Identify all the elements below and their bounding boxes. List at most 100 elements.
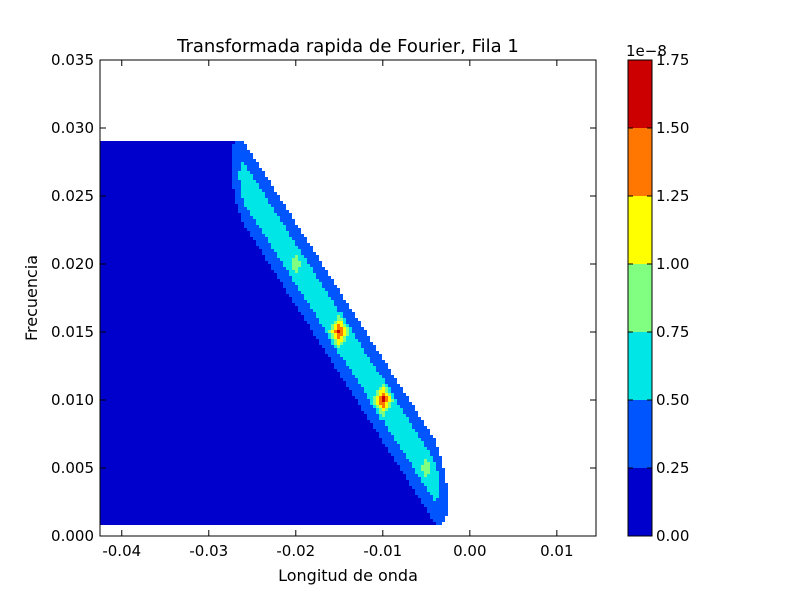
- contour-cell: [370, 420, 385, 423]
- contour-cell: [313, 309, 337, 312]
- contour-cell: [277, 213, 292, 216]
- contour-cell: [400, 465, 412, 468]
- contour-cell: [343, 339, 346, 342]
- contour-cell: [310, 324, 322, 327]
- colorbar-band: [628, 400, 652, 468]
- contour-cell: [259, 186, 274, 189]
- contour-cell: [295, 270, 298, 273]
- contour-cell: [100, 324, 310, 327]
- contour-cell: [343, 330, 346, 333]
- contour-cell: [100, 243, 256, 246]
- contour-cell: [100, 261, 268, 264]
- contour-cell: [334, 300, 346, 303]
- contour-cell: [100, 522, 436, 525]
- contour-cell: [283, 222, 295, 225]
- contour-cell: [331, 333, 334, 336]
- contour-cell: [100, 147, 232, 150]
- contour-cell: [100, 399, 358, 402]
- contour-cell: [406, 453, 430, 456]
- contour-cell: [100, 222, 244, 225]
- contour-cell: [100, 207, 238, 210]
- contour-cell: [364, 351, 379, 354]
- contour-cell: [256, 222, 283, 225]
- contour-cell: [316, 315, 337, 318]
- contour-cell: [235, 141, 244, 144]
- contour-cell: [439, 486, 448, 489]
- contour-cell: [322, 324, 331, 327]
- contour-cell: [100, 315, 304, 318]
- contour-cell: [433, 459, 442, 462]
- contour-cell: [262, 249, 274, 252]
- y-tick-label: 0.000: [51, 527, 94, 545]
- contour-cell: [334, 321, 337, 324]
- contour-cell: [253, 216, 280, 219]
- contour-cell: [340, 324, 343, 327]
- contour-cell: [433, 498, 436, 501]
- y-tick-label: 0.020: [51, 255, 94, 273]
- contour-cell: [343, 378, 358, 381]
- contour-cell: [100, 363, 334, 366]
- contour-cell: [244, 198, 268, 201]
- contour-cell: [274, 270, 289, 273]
- contour-cell: [100, 306, 298, 309]
- contour-cell: [232, 186, 241, 189]
- contour-cell: [250, 213, 277, 216]
- x-axis-label: Longitud de onda: [278, 566, 418, 585]
- contour-cell: [391, 453, 406, 456]
- contour-cell: [385, 414, 406, 417]
- contour-cell: [319, 339, 331, 342]
- contour-cell: [337, 345, 340, 348]
- contour-cell: [328, 336, 331, 339]
- contour-cell: [343, 357, 370, 360]
- contour-cell: [100, 492, 415, 495]
- contour-cell: [388, 429, 415, 432]
- contour-cell: [394, 438, 421, 441]
- contour-cell: [100, 258, 265, 261]
- contour-cell: [100, 354, 328, 357]
- contour-cell: [100, 210, 238, 213]
- contour-cell: [100, 441, 382, 444]
- contour-cell: [349, 333, 355, 336]
- contour-cell: [100, 483, 409, 486]
- contour-cell: [358, 339, 370, 342]
- contour-cell: [100, 384, 346, 387]
- contour-cell: [364, 411, 376, 414]
- contour-cell: [337, 330, 340, 333]
- contour-cell: [337, 309, 352, 312]
- contour-cell: [337, 348, 364, 351]
- contour-cell: [349, 330, 352, 333]
- contour-cell: [100, 372, 340, 375]
- contour-cell: [100, 366, 334, 369]
- colorbar-tick-label: 1.25: [656, 187, 689, 205]
- contour-cell: [388, 387, 391, 390]
- contour-cell: [250, 171, 265, 174]
- contour-cell: [340, 345, 361, 348]
- contour-cell: [349, 366, 376, 369]
- contour-cell: [424, 459, 427, 462]
- contour-cell: [292, 267, 298, 270]
- contour-cell: [298, 246, 313, 249]
- contour-cell: [265, 258, 280, 261]
- contour-cell: [304, 255, 319, 258]
- contour-cell: [397, 441, 424, 444]
- contour-cell: [337, 336, 340, 339]
- contour-cell: [427, 486, 439, 489]
- contour-cell: [382, 396, 385, 399]
- contour-cell: [100, 507, 427, 510]
- contour-cell: [277, 273, 289, 276]
- contour-cell: [232, 165, 241, 168]
- contour-cell: [301, 249, 313, 252]
- contour-cell: [427, 447, 439, 450]
- colorbar-band: [628, 128, 652, 196]
- contour-cell: [412, 486, 427, 489]
- contour-cell: [100, 519, 433, 522]
- contour-cell: [385, 396, 388, 399]
- contour-cell: [100, 270, 274, 273]
- colorbar-tick-label: 0.25: [656, 459, 689, 477]
- contour-cell: [100, 234, 250, 237]
- contour-cell: [370, 402, 373, 405]
- contour-cell: [100, 447, 388, 450]
- contour-cell: [388, 399, 391, 402]
- contour-cell: [253, 174, 265, 177]
- contour-cell: [421, 468, 430, 471]
